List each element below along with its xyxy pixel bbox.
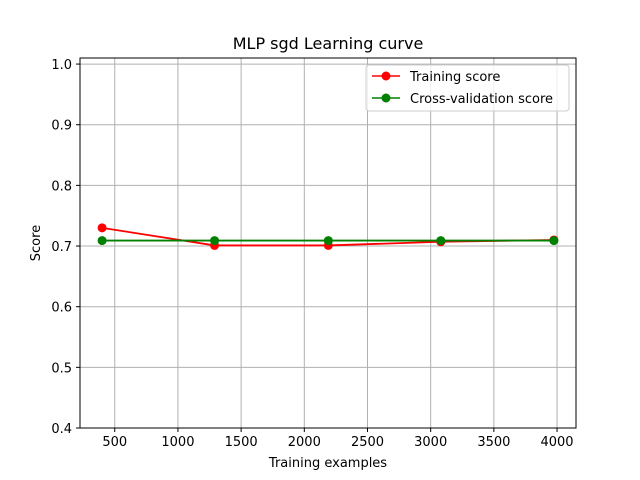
x-axis: 500 1000 1500 2000 2500 3000 3500 4000 [102, 428, 574, 450]
point-cross-validation-score [97, 236, 107, 246]
x-axis-label: Training examples [268, 456, 387, 471]
point-cross-validation-score [436, 236, 446, 246]
y-axis-label: Score [29, 225, 44, 261]
x-tick-label: 2500 [351, 435, 384, 450]
x-tick-label: 500 [102, 435, 127, 450]
y-tick-label: 0.6 [51, 301, 72, 316]
x-tick-label: 1000 [161, 435, 194, 450]
point-cross-validation-score [323, 236, 333, 246]
x-tick-label: 3500 [477, 435, 510, 450]
series-cross-validation-score [97, 236, 559, 246]
x-tick-label: 2000 [288, 435, 321, 450]
series-layer [97, 223, 559, 250]
legend-marker-cv [381, 93, 391, 103]
y-axis: 0.4 0.5 0.6 0.7 0.8 0.9 1.0 [51, 58, 80, 437]
y-tick-label: 0.9 [51, 119, 72, 134]
legend-label-training: Training score [409, 70, 500, 85]
y-tick-label: 1.0 [51, 58, 72, 73]
legend-marker-training [381, 71, 391, 81]
plot-frame [79, 57, 577, 429]
legend-label-cv: Cross-validation score [410, 92, 553, 107]
legend: Training score Cross-validation score [365, 64, 570, 112]
y-tick-label: 0.4 [51, 422, 72, 437]
point-training-score [97, 223, 107, 233]
x-tick-label: 4000 [540, 435, 573, 450]
y-tick-label: 0.7 [51, 240, 72, 255]
point-cross-validation-score [210, 236, 220, 246]
y-tick-label: 0.5 [51, 361, 72, 376]
chart-title: MLP sgd Learning curve [233, 34, 424, 53]
legend-box [365, 64, 570, 112]
point-cross-validation-score [549, 236, 559, 246]
x-tick-label: 3000 [414, 435, 447, 450]
x-tick-label: 1500 [225, 435, 258, 450]
y-tick-label: 0.8 [51, 179, 72, 194]
